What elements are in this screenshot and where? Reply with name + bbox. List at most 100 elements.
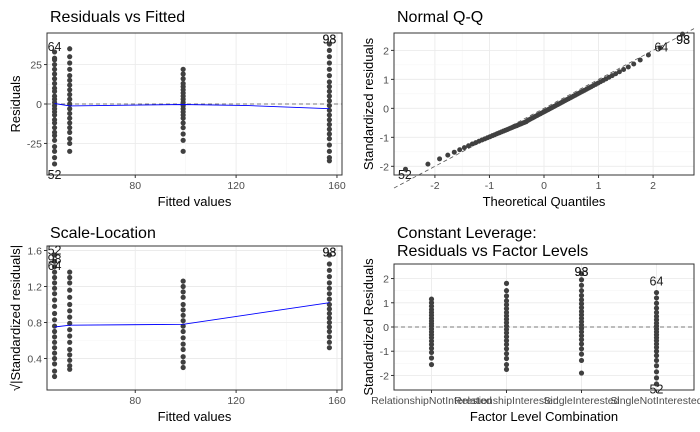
data-point — [67, 136, 73, 142]
panel-border — [46, 245, 343, 391]
data-point — [326, 339, 332, 345]
data-point — [67, 87, 73, 93]
data-point — [51, 317, 58, 323]
data-point — [51, 61, 58, 68]
x-axis-label: Factor Level Combination — [470, 409, 618, 424]
data-point — [67, 66, 73, 72]
data-point — [428, 345, 435, 351]
data-point — [67, 301, 73, 308]
data-point — [51, 76, 58, 82]
data-point — [653, 300, 660, 306]
data-point — [51, 361, 58, 367]
data-point — [67, 96, 73, 102]
data-point — [326, 66, 332, 72]
data-point — [326, 334, 332, 340]
y-axis-label: √|Standardized residuals| — [8, 245, 23, 391]
qq-point — [621, 67, 627, 73]
data-point — [180, 278, 186, 284]
data-point — [180, 120, 186, 126]
data-point — [326, 79, 332, 85]
data-point — [326, 142, 332, 148]
x-tick-label: 1 — [596, 180, 602, 192]
data-point — [51, 291, 58, 297]
x-tick-label: 120 — [227, 180, 245, 192]
data-point — [578, 297, 585, 303]
data-point — [326, 274, 332, 280]
data-point — [428, 341, 435, 348]
y-tick-label: 0.4 — [27, 354, 42, 366]
y-tick-label: 2 — [383, 45, 389, 57]
data-point — [51, 339, 58, 345]
data-point — [578, 357, 585, 364]
data-point — [67, 333, 73, 339]
y-tick-label: -1 — [380, 346, 389, 358]
data-point — [326, 84, 332, 90]
qq-point — [437, 156, 443, 162]
data-point — [503, 280, 510, 286]
data-point — [428, 296, 435, 302]
smooth-line — [54, 302, 330, 328]
data-point — [51, 252, 58, 258]
data-point — [51, 280, 58, 286]
data-point — [653, 363, 660, 369]
data-point — [326, 310, 332, 317]
data-point — [180, 335, 186, 341]
data-point — [428, 361, 435, 368]
data-point — [578, 277, 585, 283]
data-point — [653, 305, 660, 311]
point-label: 93 — [322, 245, 336, 259]
data-point — [67, 129, 73, 135]
data-point — [578, 329, 585, 335]
data-point — [180, 318, 186, 324]
data-point — [67, 294, 73, 300]
data-point — [578, 337, 585, 343]
data-point — [326, 285, 332, 291]
x-tick-label: RelationshipNotInterested — [371, 395, 492, 407]
data-point — [326, 296, 332, 302]
qq-point — [631, 61, 637, 67]
qq-point — [613, 71, 619, 77]
point-label: 98 — [322, 245, 336, 259]
point-label: 98 — [676, 33, 690, 47]
data-point — [51, 334, 58, 340]
data-point — [578, 305, 585, 311]
point-label: 98 — [48, 253, 62, 267]
data-point — [67, 120, 73, 126]
qq-point — [637, 57, 643, 63]
data-point — [428, 349, 435, 356]
data-point — [326, 121, 332, 128]
data-point — [51, 303, 58, 309]
data-point — [51, 125, 58, 131]
qq-point — [466, 143, 472, 149]
data-point — [578, 282, 585, 288]
data-point — [67, 327, 73, 333]
data-point — [51, 323, 58, 329]
data-point — [51, 328, 58, 335]
data-point — [180, 341, 186, 347]
point-label: 93 — [575, 265, 589, 279]
point-label: 93 — [322, 32, 336, 46]
data-point — [51, 285, 58, 291]
x-tick-label: RelationshipInterested — [454, 395, 559, 407]
data-point — [180, 148, 186, 154]
x-tick-label: 80 — [129, 180, 141, 192]
data-point — [51, 66, 58, 72]
data-point — [67, 46, 73, 52]
data-point — [326, 315, 332, 321]
y-tick-label: 1 — [383, 298, 389, 310]
data-point — [180, 359, 186, 365]
data-point — [653, 381, 660, 387]
data-point — [51, 345, 58, 351]
y-tick-label: 0 — [383, 322, 389, 334]
x-axis-label: Fitted values — [158, 409, 232, 424]
x-tick-label: 2 — [650, 180, 656, 192]
data-point — [51, 88, 58, 94]
qq-point — [425, 161, 431, 167]
data-point — [503, 298, 510, 304]
data-point — [578, 346, 585, 352]
data-point — [67, 115, 73, 121]
x-axis-label: Fitted values — [158, 194, 232, 209]
data-point — [51, 155, 58, 161]
panel-title: Residuals vs Fitted — [50, 9, 185, 26]
